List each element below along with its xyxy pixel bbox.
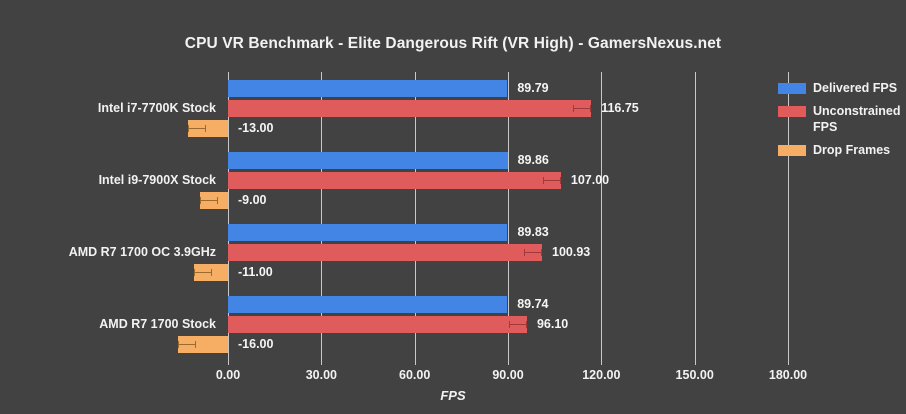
x-tick-label: 60.00 [399, 368, 431, 382]
legend-swatch [778, 145, 806, 156]
bar-value-label: 116.75 [601, 101, 639, 115]
axis-tick [228, 360, 229, 365]
error-bar-line [178, 344, 197, 345]
error-bar-line [508, 324, 527, 325]
gridline [228, 72, 229, 360]
bar-value-label: 96.10 [536, 317, 569, 331]
error-bar [542, 177, 561, 184]
bar-value-label: 100.93 [552, 245, 591, 259]
gridline [788, 72, 789, 360]
axis-tick [508, 360, 509, 365]
bar-drop [178, 335, 228, 353]
error-bar-cap-right [525, 321, 527, 328]
error-bar-cap-right [541, 249, 542, 256]
gridline [694, 72, 696, 360]
error-bar-line [524, 252, 542, 253]
bar-value-label: 89.86 [517, 153, 549, 167]
error-bar [200, 197, 218, 204]
axis-tick [694, 360, 696, 365]
plot-area: 89.79 116.75 -13.00 89.86 107.00 -9.00 89.83 10… [178, 72, 807, 382]
category-label: AMD R7 1700 Stock [99, 317, 216, 331]
legend-swatch [778, 83, 806, 94]
bar-value-label: 107.00 [570, 173, 610, 187]
error-bar-cap-right [559, 177, 561, 184]
bar-value-label: -9.00 [238, 193, 267, 207]
error-bar-cap-left [573, 105, 575, 112]
gridline [601, 72, 603, 360]
legend-label: Unconstrained FPS [813, 104, 901, 134]
bar-value-label: -11.00 [238, 265, 273, 279]
error-bar-cap-right [590, 105, 592, 112]
x-tick-label: 120.00 [582, 368, 621, 382]
x-axis-label: FPS [440, 388, 466, 403]
gridline [321, 72, 323, 360]
axis-tick [601, 360, 603, 365]
chart-title: CPU VR Benchmark - Elite Dangerous Rift … [184, 35, 722, 52]
x-tick-label: 90.00 [492, 368, 524, 382]
error-bar-cap-left [193, 269, 195, 276]
error-bar-line [573, 108, 592, 109]
bar-unconstrained [228, 171, 561, 189]
bar-value-label: 89.83 [517, 225, 549, 239]
error-bar-cap-left [508, 321, 510, 328]
category-label: Intel i9-7900X Stock [98, 173, 216, 187]
bar-unconstrained [228, 99, 592, 117]
bar-delivered [228, 151, 508, 169]
error-bar-cap-right [217, 197, 218, 204]
error-bar-cap-right [204, 125, 206, 132]
error-bar [573, 105, 592, 112]
error-bar [187, 125, 206, 132]
bar-drop [187, 119, 228, 137]
error-bar-cap-left [542, 177, 544, 184]
x-tick-label: 150.00 [675, 368, 714, 382]
bar-unconstrained [228, 315, 527, 333]
bar-value-label: 89.79 [517, 81, 549, 95]
bar-delivered [228, 79, 508, 97]
error-bar-cap-left [178, 341, 180, 348]
error-bar-line [187, 128, 206, 129]
category-label: Intel i7-7700K Stock [97, 101, 216, 115]
x-tick-label: 180.00 [768, 368, 808, 382]
error-bar-cap-left [524, 249, 525, 256]
axis-tick [321, 360, 323, 365]
legend-label: Drop Frames [813, 143, 891, 157]
error-bar [508, 321, 527, 328]
bar-value-label: 89.74 [517, 297, 549, 311]
legend-item[interactable]: Drop Frames [778, 142, 906, 158]
error-bar-line [200, 200, 218, 201]
chart-legend: Delivered FPS Unconstrained FPS Drop Frame… [778, 80, 906, 165]
gridline [508, 72, 509, 360]
bar-value-label: -13.00 [238, 121, 274, 135]
error-bar [193, 269, 212, 276]
bar-delivered [228, 295, 508, 313]
error-bar-cap-left [200, 197, 201, 204]
error-bar-cap-left [187, 125, 189, 132]
bar-unconstrained [228, 243, 542, 261]
bar-value-label: -16.00 [238, 337, 274, 351]
legend-item[interactable]: Delivered FPS [778, 80, 906, 96]
category-axis: Intel i7-7700K Stock Intel i9-7900X Stock… [0, 72, 222, 360]
error-bar [524, 249, 542, 256]
error-bar-cap-right [210, 269, 212, 276]
legend-label: Delivered FPS [813, 81, 898, 95]
error-bar-line [193, 272, 212, 273]
x-tick-label: 30.00 [305, 368, 337, 382]
legend-item[interactable]: Unconstrained FPS [778, 103, 906, 135]
legend-swatch [778, 106, 806, 117]
bar-delivered [228, 223, 508, 241]
x-tick-label: 0.00 [215, 368, 241, 382]
error-bar-line [542, 180, 561, 181]
category-label: AMD R7 1700 OC 3.9GHz [68, 245, 216, 259]
error-bar-cap-right [195, 341, 197, 348]
axis-tick [414, 360, 416, 365]
axis-tick [788, 360, 789, 365]
error-bar [178, 341, 197, 348]
gridline [414, 72, 416, 360]
